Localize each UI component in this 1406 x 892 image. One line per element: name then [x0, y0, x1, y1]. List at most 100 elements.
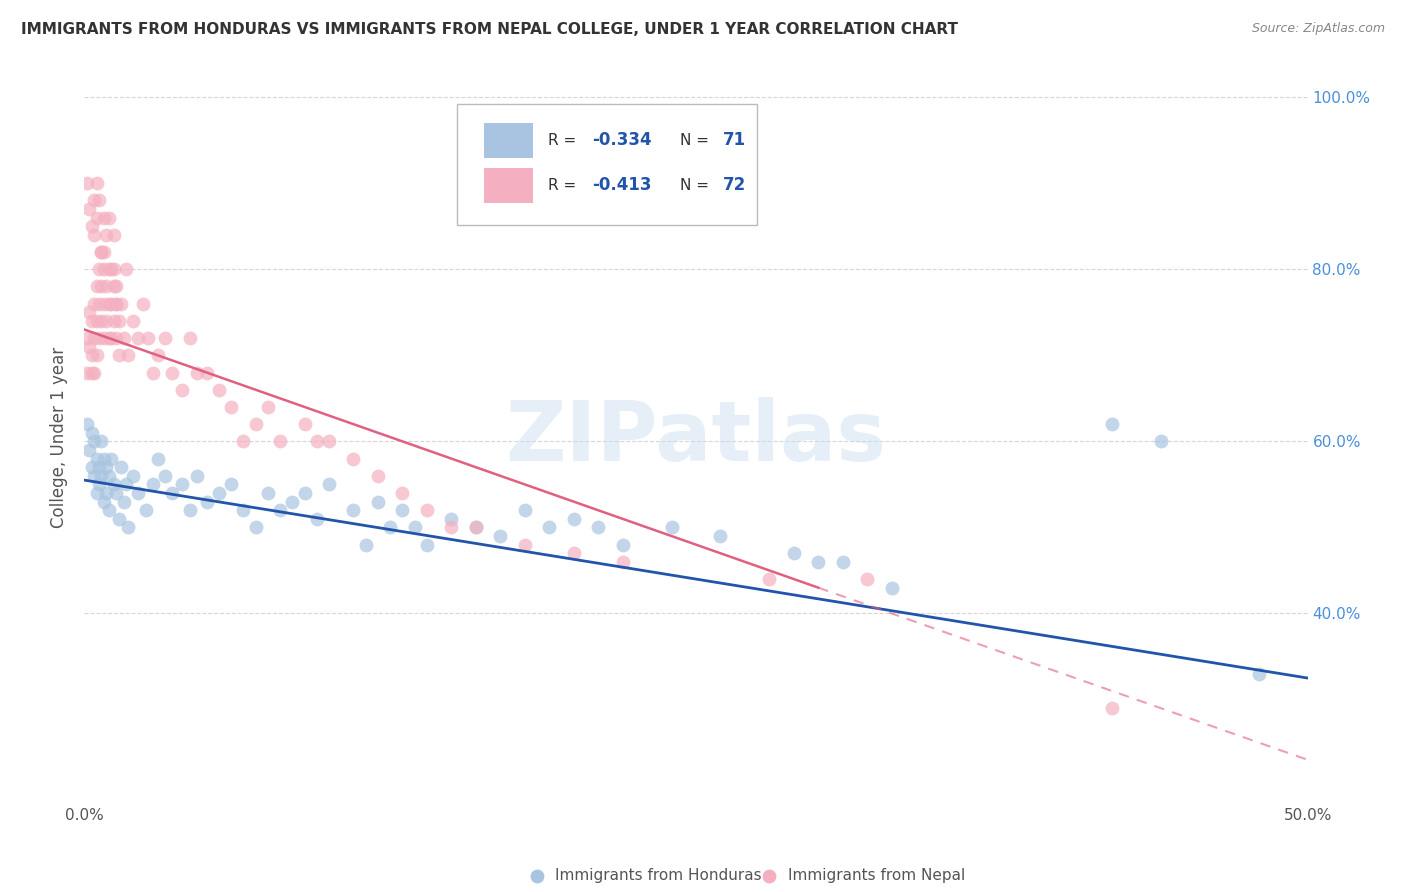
Point [281, 494, 304, 508]
Point [80, 425, 103, 440]
Point [80, 219, 103, 234]
Point [87, 296, 110, 310]
Text: 71: 71 [723, 131, 747, 149]
Point [105, 486, 128, 500]
Point [831, 555, 853, 569]
Point [97, 211, 120, 225]
Point [76, 176, 98, 190]
Point [100, 296, 122, 310]
Point [96, 314, 118, 328]
Point [132, 296, 155, 310]
Point [76, 366, 98, 380]
Point [112, 331, 135, 345]
Point [342, 451, 364, 466]
Point [97, 331, 120, 345]
Point [856, 572, 879, 586]
Point [219, 477, 242, 491]
Point [77, 442, 100, 457]
Point [269, 434, 291, 449]
Point [294, 417, 316, 432]
Point [612, 555, 634, 569]
Point [127, 486, 149, 500]
Point [105, 279, 128, 293]
Point [103, 279, 125, 293]
Point [146, 348, 169, 362]
Point [380, 520, 402, 534]
Point [391, 503, 413, 517]
Point [97, 503, 120, 517]
Point [153, 468, 176, 483]
Text: -0.334: -0.334 [592, 131, 651, 149]
Point [305, 512, 328, 526]
Point [172, 383, 194, 397]
Point [162, 486, 184, 500]
Point [612, 538, 634, 552]
Point [93, 331, 115, 345]
Point [179, 503, 201, 517]
Point [142, 366, 165, 380]
Point [318, 477, 340, 491]
Point [96, 227, 118, 242]
Point [86, 348, 108, 362]
Point [186, 366, 208, 380]
Point [103, 227, 125, 242]
FancyBboxPatch shape [484, 122, 533, 158]
Point [367, 494, 389, 508]
Point [135, 503, 157, 517]
Point [93, 296, 115, 310]
Point [93, 451, 115, 466]
Point [93, 494, 115, 508]
Point [146, 451, 169, 466]
Point [86, 211, 108, 225]
Point [83, 468, 105, 483]
Point [97, 262, 120, 277]
Point [440, 520, 463, 534]
Point [538, 520, 561, 534]
Point [232, 434, 254, 449]
Point [105, 331, 128, 345]
Text: IMMIGRANTS FROM HONDURAS VS IMMIGRANTS FROM NEPAL COLLEGE, UNDER 1 YEAR CORRELAT: IMMIGRANTS FROM HONDURAS VS IMMIGRANTS F… [21, 22, 957, 37]
Point [87, 262, 110, 277]
Point [96, 279, 118, 293]
Point [416, 538, 439, 552]
Point [83, 366, 105, 380]
Point [112, 494, 135, 508]
Point [105, 296, 128, 310]
Point [245, 520, 267, 534]
Point [86, 314, 108, 328]
Point [97, 468, 120, 483]
Point [90, 468, 112, 483]
Text: ZIPatlas: ZIPatlas [506, 397, 886, 477]
Point [100, 331, 122, 345]
Point [1101, 701, 1123, 715]
Text: 72: 72 [723, 177, 747, 194]
Text: -0.413: -0.413 [592, 177, 651, 194]
Point [100, 451, 122, 466]
Point [208, 383, 231, 397]
Point [880, 581, 903, 595]
Point [195, 366, 218, 380]
Point [90, 245, 112, 260]
Point [80, 314, 103, 328]
Point [136, 331, 159, 345]
Point [489, 529, 512, 543]
Point [513, 503, 536, 517]
Point [83, 434, 105, 449]
Point [93, 211, 115, 225]
Point [232, 503, 254, 517]
Point [107, 512, 129, 526]
Point [110, 296, 132, 310]
Point [76, 331, 98, 345]
Point [87, 460, 110, 475]
Point [83, 194, 105, 208]
Point [107, 314, 129, 328]
Point [354, 538, 377, 552]
Point [90, 314, 112, 328]
Point [245, 417, 267, 432]
Point [464, 520, 486, 534]
Point [367, 468, 389, 483]
Point [87, 194, 110, 208]
Point [195, 494, 218, 508]
Point [219, 400, 242, 414]
Point [1150, 434, 1173, 449]
